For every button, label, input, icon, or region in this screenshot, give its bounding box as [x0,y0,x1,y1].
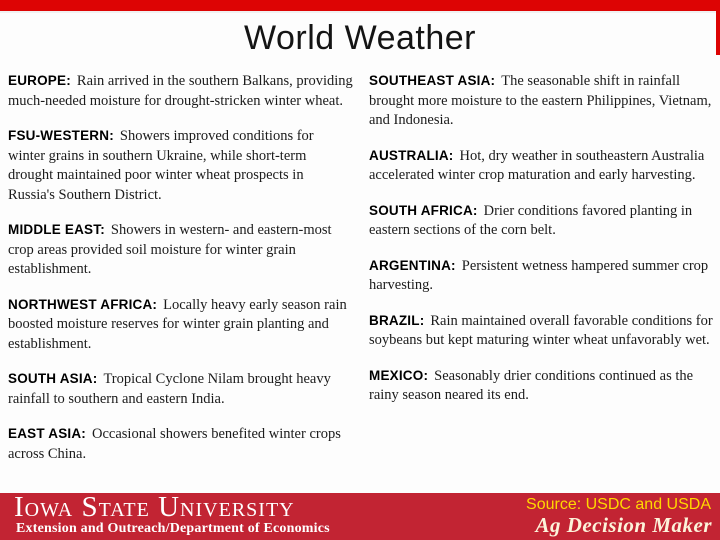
region-block-argentina: ARGENTINA: Persistent wetness hampered su… [369,256,714,296]
region-block-east-asia: EAST ASIA: Occasional showers benefited w… [8,424,353,464]
region-name: AUSTRALIA: [369,147,454,163]
region-name: EUROPE: [8,73,71,88]
department-label: Extension and Outreach/Department of Eco… [16,521,330,536]
region-name: SOUTH ASIA: [8,371,98,386]
right-column: SOUTHEAST ASIA: The seasonable shift in r… [369,71,714,479]
region-text: Occasional showers benefited winter crop… [8,426,341,462]
region-block-fsu-western: FSU-WESTERN: Showers improved conditions … [8,126,353,205]
region-block-south-africa: SOUTH AFRICA: Drier conditions favored pl… [369,201,714,241]
region-text: Locally heavy early season rain boosted … [8,296,347,352]
source-text: Source: USDC and USDA [526,496,711,513]
region-text: Showers improved conditions for winter g… [8,128,314,203]
content-columns: EUROPE: Rain arrived in the southern Balk… [8,71,714,479]
footer-bar: Iowa State University Extension and Outr… [0,493,720,540]
ag-decision-maker-brand: Ag Decision Maker [535,513,712,537]
university-wordmark: Iowa State University [14,491,295,523]
region-name: BRAZIL: [369,312,425,328]
region-name: MEXICO: [369,367,429,383]
region-text: Tropical Cyclone Nilam brought heavy rai… [8,371,331,407]
region-text: Showers in western- and eastern-most cro… [8,222,332,277]
region-text: The seasonable shift in rainfall brought… [369,73,712,128]
region-name: MIDDLE EAST: [8,222,105,237]
region-block-middle-east: MIDDLE EAST: Showers in western- and east… [8,220,353,280]
region-block-south-asia: SOUTH ASIA: Tropical Cyclone Nilam brough… [8,369,353,409]
region-text: Hot, dry weather in southeastern Austral… [369,147,705,184]
region-block-australia: AUSTRALIA: Hot, dry weather in southeaste… [369,146,714,186]
region-text: Drier conditions favored planting in eas… [369,202,693,239]
region-block-southeast-asia: SOUTHEAST ASIA: The seasonable shift in r… [369,71,714,131]
slide-title: World Weather [244,19,476,57]
top-red-bar [0,0,720,13]
region-name: NORTHWEST AFRICA: [8,296,158,312]
left-column: EUROPE: Rain arrived in the southern Balk… [8,71,353,479]
region-name: SOUTHEAST ASIA: [369,73,496,88]
region-text: Rain maintained overall favorable condit… [369,312,713,349]
region-block-europe: EUROPE: Rain arrived in the southern Balk… [8,71,353,111]
region-block-brazil: BRAZIL: Rain maintained overall favorable… [369,311,714,351]
region-text: Persistent wetness hampered summer crop … [369,257,709,294]
region-name: EAST ASIA: [8,426,87,441]
region-block-northwest-africa: NORTHWEST AFRICA: Locally heavy early sea… [8,295,353,355]
region-text: Rain arrived in the southern Balkans, pr… [8,73,353,109]
region-name: ARGENTINA: [369,257,456,273]
region-name: FSU-WESTERN: [8,128,114,143]
top-right-red-accent [716,0,720,55]
region-name: SOUTH AFRICA: [369,202,478,218]
region-text: Seasonably drier conditions continued as… [369,367,694,404]
region-block-mexico: MEXICO: Seasonably drier conditions conti… [369,366,714,406]
